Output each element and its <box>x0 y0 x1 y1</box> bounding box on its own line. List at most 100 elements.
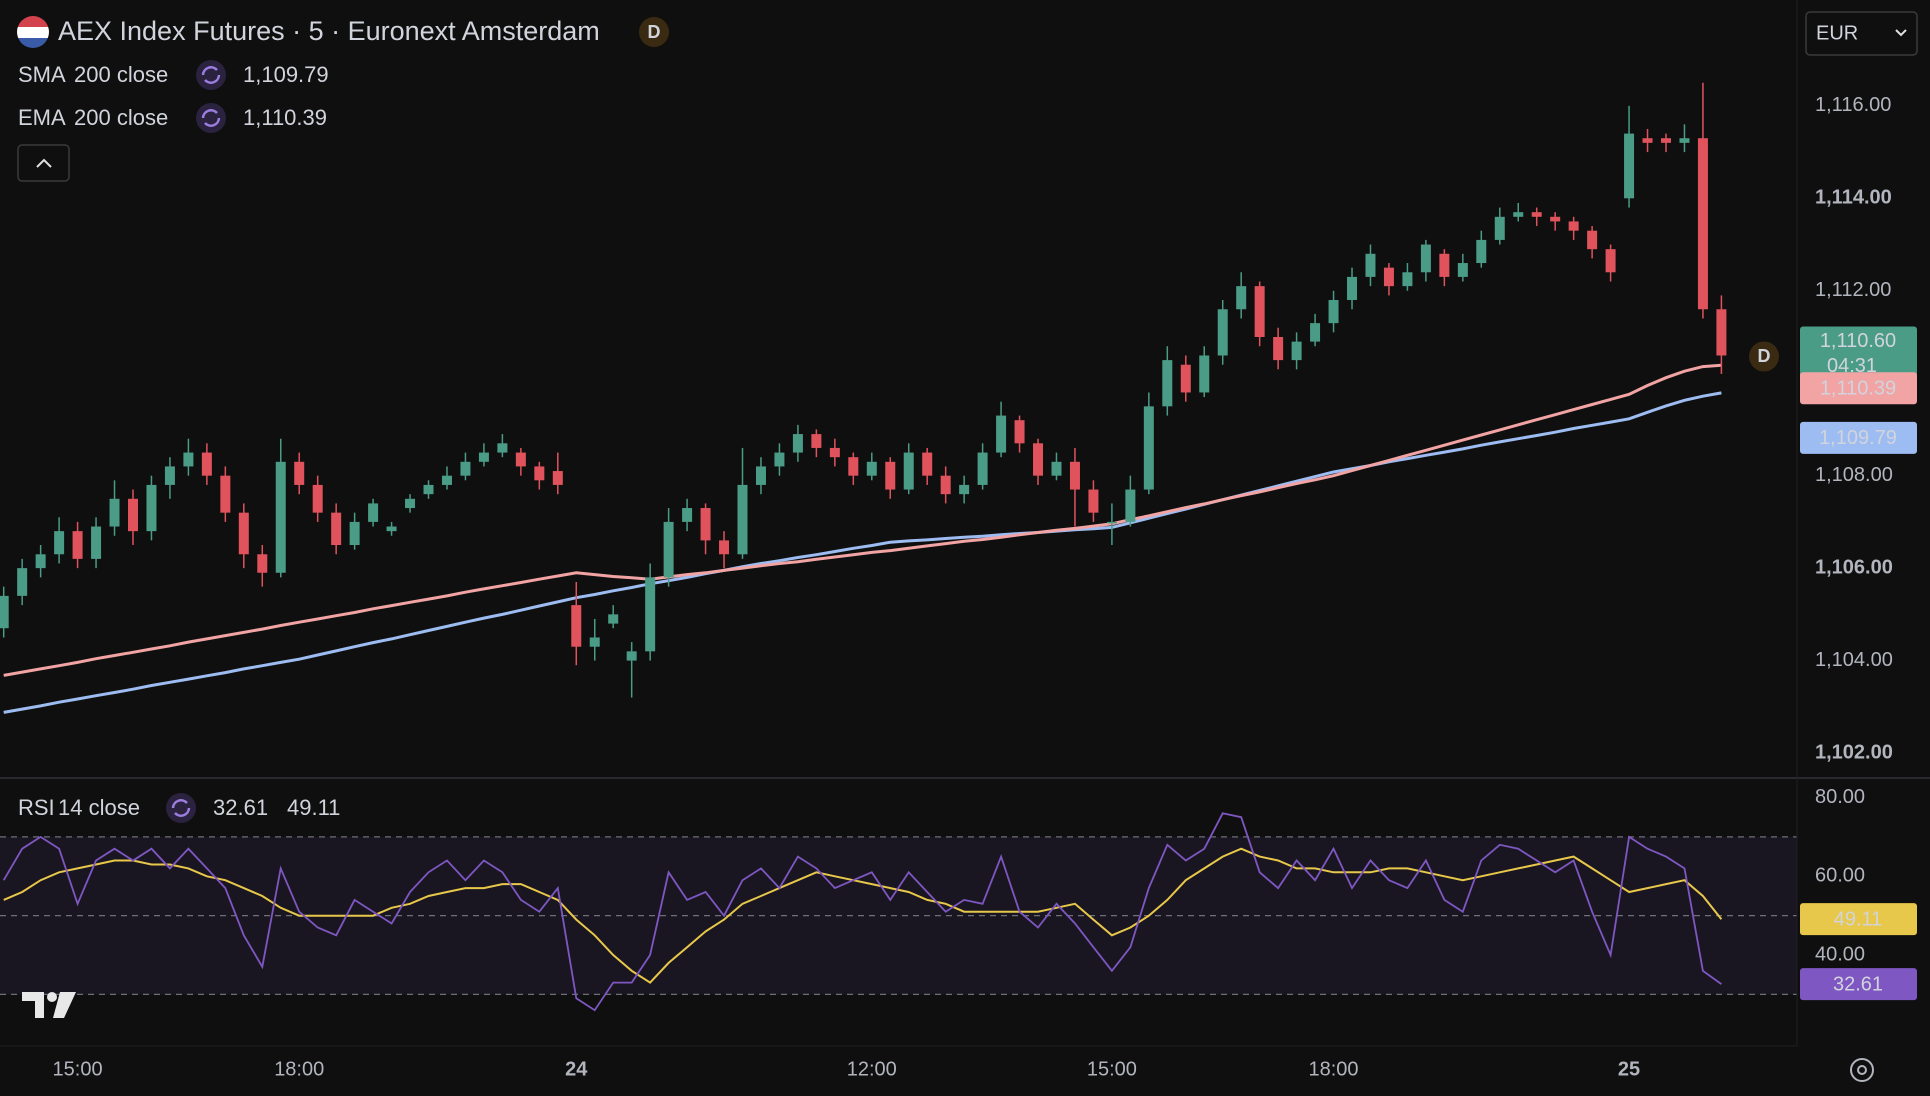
ema-legend[interactable]: EMA 200 close 1,110.39 <box>18 103 327 133</box>
candle-body <box>682 508 693 522</box>
candle-body <box>201 452 212 476</box>
indicator-value: 49.11 <box>287 795 340 820</box>
sync-icon[interactable] <box>196 103 226 133</box>
candle-body <box>109 498 120 527</box>
y-tick-label: 1,114.00 <box>1815 187 1892 209</box>
y-tick-label: 40.00 <box>1815 943 1865 965</box>
y-tick-label: 1,102.00 <box>1815 741 1893 763</box>
candle-body <box>1605 249 1616 273</box>
candle-body <box>922 452 933 476</box>
x-tick-label: 12:00 <box>847 1058 897 1080</box>
candle-body <box>257 554 268 573</box>
candle-body <box>1661 138 1671 143</box>
ma-line <box>3 363 1722 677</box>
candle-body <box>1217 309 1228 356</box>
candle-body <box>238 512 249 555</box>
candle-body <box>460 461 471 476</box>
candle-body <box>1568 221 1579 231</box>
candle-body <box>1088 489 1099 513</box>
collapse-button[interactable] <box>17 144 70 182</box>
ma-line <box>3 391 1722 714</box>
candle-body <box>423 484 434 495</box>
candle-body <box>0 595 9 629</box>
indicator-value: 1,109.79 <box>243 62 329 87</box>
indicator-value: 32.61 <box>213 795 268 820</box>
candle-body <box>1199 355 1210 393</box>
x-tick-label: 24 <box>565 1058 588 1080</box>
candle-body <box>1310 323 1321 342</box>
candle-body <box>72 531 83 559</box>
candle-body <box>1383 267 1394 287</box>
candle-body <box>1550 216 1561 222</box>
candle-body <box>848 457 859 476</box>
candle-body <box>1273 336 1284 361</box>
countdown: 04:31 <box>1827 355 1877 377</box>
sma-tag: 1,109.79 <box>1819 427 1897 449</box>
candle-body <box>220 475 231 513</box>
flag-icon <box>17 16 49 48</box>
y-tick-label: 80.00 <box>1815 786 1865 808</box>
candle-body <box>1531 212 1542 217</box>
candle-body <box>552 471 563 485</box>
candle-body <box>1291 341 1302 361</box>
candle-body <box>275 461 286 573</box>
candle-body <box>996 415 1007 453</box>
candle-body <box>17 568 28 596</box>
candle-body <box>1457 263 1468 277</box>
symbol-header: AEX Index Futures · 5 · Euronext Amsterd… <box>17 16 669 48</box>
candle-body <box>1162 360 1173 407</box>
x-tick-label: 15:00 <box>1087 1058 1137 1080</box>
y-tick-label: 1,104.00 <box>1815 649 1893 671</box>
rsi-tag: 49.11 <box>1834 908 1883 930</box>
candle-body <box>1051 461 1062 476</box>
session-marker-bg <box>1749 341 1779 372</box>
candle-body <box>1236 286 1247 310</box>
candle-body <box>331 512 342 546</box>
candle-body <box>183 452 194 467</box>
rsi-legend[interactable]: RSI 14 close 32.61 49.11 <box>18 793 340 823</box>
ema-tag: 1,110.39 <box>1820 377 1896 399</box>
rsi-tag: 32.61 <box>1833 973 1883 995</box>
rsi-tag-bg <box>1800 903 1917 936</box>
plot-layer <box>0 82 1797 1012</box>
candle-body <box>589 637 600 647</box>
candle-body <box>1033 443 1044 476</box>
candle-body <box>1716 309 1727 356</box>
candle-body <box>940 475 951 495</box>
indicator-params: 14 close <box>58 795 140 820</box>
settings-gear[interactable] <box>1850 1058 1874 1082</box>
sma-legend[interactable]: SMA 200 close 1,109.79 <box>18 60 329 90</box>
sync-icon[interactable] <box>196 60 226 90</box>
candle-body <box>903 452 914 490</box>
sync-glyph <box>201 109 221 127</box>
indicator-value: 1,110.39 <box>243 105 327 130</box>
candle-body <box>1476 239 1487 264</box>
candle-body <box>1180 364 1191 393</box>
y-tick-label: 1,106.00 <box>1815 556 1893 578</box>
logo <box>22 992 76 1018</box>
candle-body <box>164 466 175 485</box>
sync-icon[interactable] <box>166 793 196 823</box>
rsi-tag-bg <box>1800 968 1917 1001</box>
candle-body <box>35 554 46 569</box>
last-price-tag: 1,110.60 <box>1820 330 1896 352</box>
candle-body <box>737 484 748 555</box>
symbol-title[interactable]: AEX Index Futures · 5 · Euronext Amsterd… <box>58 16 600 46</box>
currency-select[interactable]: EUR <box>1805 11 1918 56</box>
y-tick-label: 1,116.00 <box>1815 94 1891 116</box>
candle-body <box>386 526 397 532</box>
session-marker: D <box>1758 346 1771 366</box>
indicator-name: SMA <box>18 62 66 87</box>
candle-body <box>719 540 730 555</box>
candle-body <box>663 521 674 578</box>
candle-body <box>405 498 416 509</box>
candle-body <box>294 461 305 485</box>
candle-body <box>312 484 323 513</box>
rsi-line <box>2 812 1722 1012</box>
x-tick-label: 15:00 <box>53 1058 103 1080</box>
candle-body <box>885 461 896 490</box>
y-tick-label: 1,108.00 <box>1815 464 1893 486</box>
candle-body <box>1697 138 1708 310</box>
candle-body <box>1679 138 1690 143</box>
